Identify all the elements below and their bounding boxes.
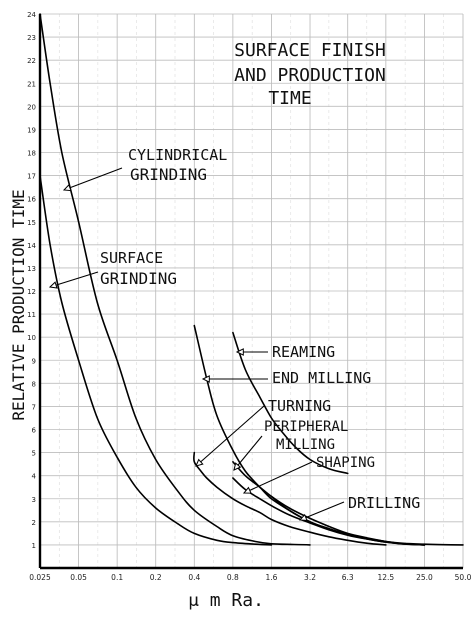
y-tick-label: 24 [27,11,36,19]
y-tick-label: 18 [27,150,36,158]
label-arrow-line [195,405,265,467]
y-tick-label: 11 [27,311,36,319]
x-tick-labels: 0.025 0.05 0.1 0.2 0.4 0.8 1.6 3.2 6.3 12.5 25.0 50… [29,573,471,582]
y-tick-label: 10 [27,334,36,342]
label-arrow-line [243,461,313,494]
series-label: DRILLING [348,494,420,512]
series-label: GRINDING [100,269,177,288]
series-labels: CYLINDRICALGRINDINGSURFACEGRINDINGREAMIN… [100,146,420,512]
y-tick-label: 7 [32,403,36,411]
x-tick-label: 0.4 [188,573,200,582]
y-tick-label: 13 [27,265,36,273]
chart-title: SURFACE FINISH AND PRODUCTION TIME [234,40,386,109]
label-arrow-head [233,462,242,471]
x-axis-label: μ m Ra. [188,590,264,611]
series-label: SHAPING [316,455,375,471]
axes [38,14,463,570]
y-tick-label: 23 [27,34,36,42]
y-axis-label: RELATIVE PRODUCTION TIME [9,189,28,420]
label-arrow-head [195,458,204,467]
label-arrow-head [48,281,58,289]
label-arrow-line [49,271,99,288]
y-tick-label: 14 [27,242,36,250]
series-line-turning [193,451,387,546]
series-label: END MILLING [272,369,371,387]
x-tick-label: 3.2 [304,573,316,582]
chart-title-line-3: TIME [268,88,311,109]
y-tick-label: 3 [32,496,36,504]
chart-title-line-2: AND PRODUCTION [234,65,386,86]
label-arrow-line [299,501,345,521]
x-tick-label: 1.6 [265,573,277,582]
label-arrow-line [63,167,123,191]
label-arrow-head [242,486,252,494]
y-tick-label: 4 [32,473,37,481]
y-tick-label: 19 [27,126,36,134]
y-tick-label: 17 [27,173,36,181]
x-tick-label: 0.1 [111,573,123,582]
y-tick-label: 9 [32,357,36,365]
series-label: PERIPHERAL [264,419,348,435]
y-tick-label: 6 [32,427,37,435]
y-tick-label: 12 [27,288,36,296]
y-tick-label: 15 [27,219,36,227]
x-tick-label: 6.3 [342,573,354,582]
x-tick-label: 0.05 [70,573,87,582]
label-arrow-head [298,513,308,521]
y-tick-label: 5 [32,450,36,458]
y-tick-label: 21 [27,80,36,88]
x-tick-label: 0.025 [29,573,51,582]
series-label: MILLING [276,437,335,453]
x-tick-label: 0.2 [150,573,162,582]
series-line-cylindrical-grinding [39,13,311,546]
y-tick-label: 1 [32,542,36,550]
chart-title-line-1: SURFACE FINISH [234,40,386,61]
y-tick-label: 2 [32,519,36,527]
y-tick-label: 22 [27,57,36,65]
series-label: REAMING [272,343,335,361]
series-label: CYLINDRICAL [128,146,227,164]
y-tick-label: 8 [32,380,36,388]
label-arrow-head [62,183,72,192]
series-label: TURNING [268,397,331,415]
label-arrow-line [233,435,263,471]
x-tick-label: 12.5 [377,573,394,582]
x-tick-label: 50.0 [455,573,472,582]
series-line-surface-grinding [39,174,273,546]
x-tick-label: 25.0 [416,573,433,582]
grid [39,13,464,569]
series-label: GRINDING [130,165,207,184]
label-arrows [48,167,345,521]
y-tick-label: 20 [27,103,36,111]
series-label: SURFACE [100,249,163,267]
label-arrow-head [201,375,210,383]
y-tick-label: 16 [27,196,36,204]
x-tick-label: 0.8 [227,573,239,582]
label-arrow-head [235,348,244,356]
